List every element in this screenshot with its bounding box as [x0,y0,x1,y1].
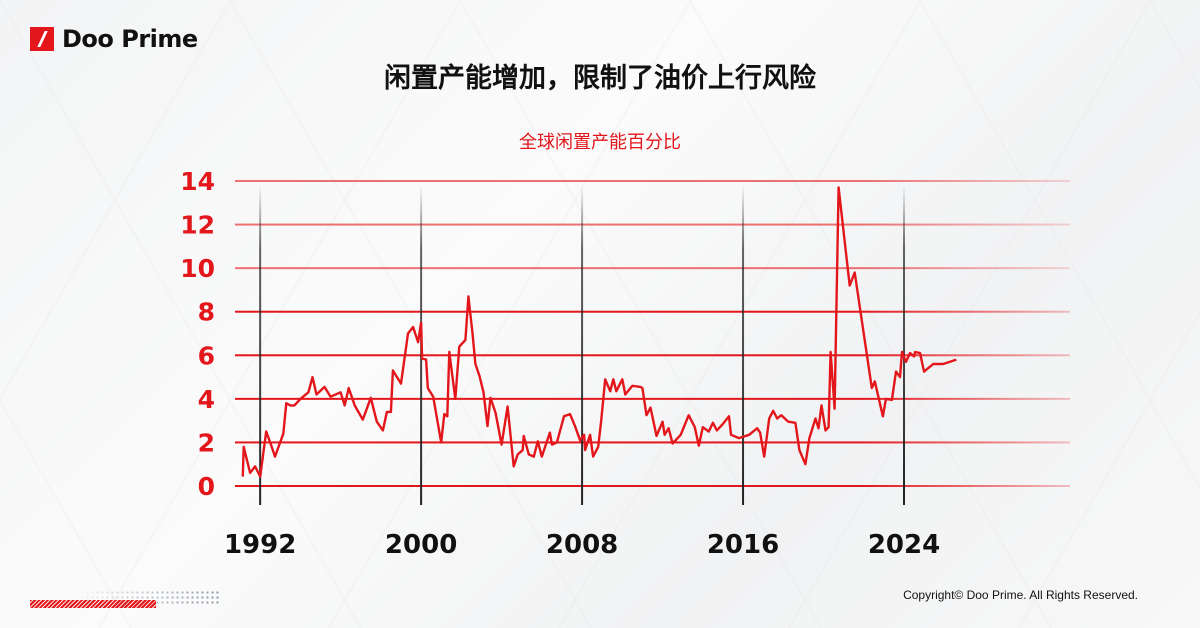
y-gridline [235,310,1070,313]
chart-title: 全球闲置产能百分比 [519,132,681,153]
y-tick-label: 4 [198,385,215,414]
y-tick-label: 14 [180,167,215,196]
x-tick-label: 2024 [868,530,940,560]
x-tick-label: 1992 [224,530,296,560]
series-line [241,186,957,478]
y-gridline [235,180,1070,182]
y-tick-label: 10 [180,254,215,283]
y-gridline [235,223,1070,226]
y-gridline [235,485,1070,487]
x-gridline [742,185,745,505]
logo-mark-icon [30,27,54,51]
y-gridline [235,441,1070,444]
y-gridline [235,354,1070,357]
y-tick-label: 2 [198,428,215,457]
y-gridline [235,267,1070,270]
y-tick-label: 12 [180,211,215,240]
y-tick-label: 8 [198,298,215,327]
logo-text: Doo Prime [62,25,198,53]
decorative-stripe [30,600,156,608]
x-gridline [581,185,584,505]
x-gridline [903,185,906,505]
x-tick-label: 2016 [707,530,779,560]
y-tick-label: 6 [198,341,215,370]
page-title: 闲置产能增加，限制了油价上行风险 [384,63,816,94]
x-gridline [259,185,262,505]
y-gridline [235,397,1070,400]
x-tick-label: 2008 [546,530,618,560]
doo-prime-logo: Doo Prime [30,25,198,53]
y-tick-label: 0 [198,472,215,501]
copyright-text: Copyright© Doo Prime. All Rights Reserve… [903,588,1138,602]
x-tick-label: 2000 [385,530,457,560]
